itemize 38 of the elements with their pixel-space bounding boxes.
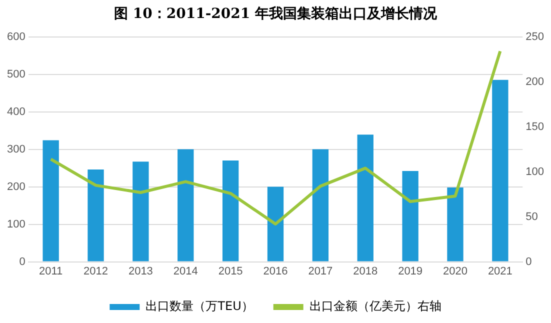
y2-tick-label: 50: [526, 210, 538, 223]
bar: [357, 134, 374, 262]
x-tick-label: 2016: [263, 265, 288, 278]
y-tick-label: 600: [6, 30, 26, 43]
legend-label: 出口数量（万TEU）: [146, 299, 254, 314]
y-tick-label: 300: [6, 143, 26, 156]
y2-tick-label: 250: [526, 30, 544, 43]
bar: [312, 149, 329, 262]
bar: [88, 170, 104, 262]
x-tick-label: 2012: [84, 265, 108, 278]
bar: [222, 160, 239, 262]
x-tick-label: 2019: [398, 265, 423, 278]
x-tick-label: 2015: [218, 265, 243, 278]
y2-tick-label: 100: [526, 166, 544, 178]
x-tick-label: 2017: [308, 265, 333, 278]
x-tick-label: 2020: [443, 265, 468, 278]
x-tick-label: 2014: [173, 265, 198, 278]
x-tick-label: 2021: [488, 265, 512, 278]
y-tick-label: 100: [6, 218, 26, 230]
bar: [178, 149, 194, 262]
y-tick-label: 200: [6, 180, 26, 193]
y2-tick-label: 0: [526, 256, 532, 268]
bar: [42, 140, 59, 262]
legend-label: 出口金额（亿美元）右轴: [309, 299, 442, 314]
y-tick-label: 500: [6, 68, 26, 80]
y2-tick-label: 200: [526, 76, 544, 88]
bar: [402, 171, 418, 262]
x-tick-label: 2013: [128, 265, 153, 278]
bar: [447, 188, 464, 262]
y2-tick-label: 150: [526, 120, 544, 133]
bar: [132, 162, 149, 262]
bar: [267, 186, 284, 262]
chart-title: 图 10：2011-2021 年我国集装箱出口及增长情况: [114, 6, 438, 22]
y-tick-label: 0: [19, 256, 26, 268]
bar: [492, 80, 508, 262]
y-tick-label: 400: [6, 106, 26, 118]
x-tick-label: 2011: [38, 265, 63, 278]
x-tick-label: 2018: [353, 265, 378, 278]
